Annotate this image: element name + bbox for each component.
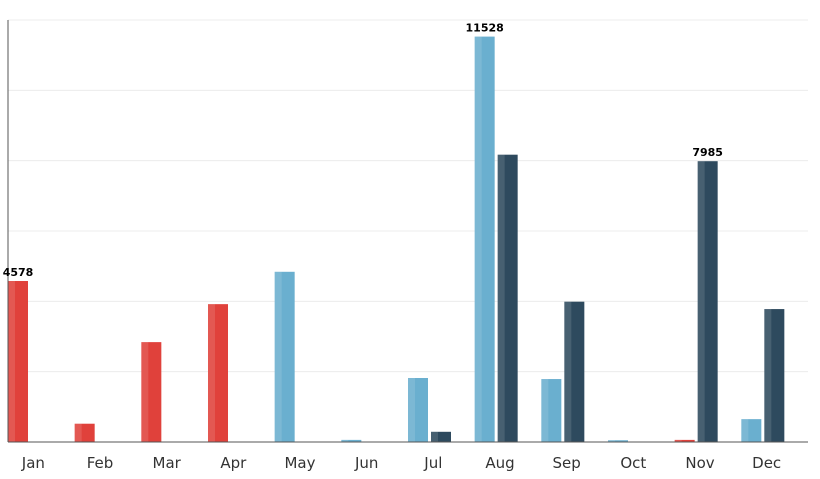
bar-body <box>408 377 428 442</box>
x-tick-label: Jan <box>21 454 45 472</box>
x-tick-label: Feb <box>87 454 114 472</box>
bar <box>208 304 228 442</box>
bar-highlight <box>408 377 415 442</box>
data-label: 7985 <box>692 146 723 159</box>
x-tick-label: Oct <box>620 454 646 472</box>
axes <box>7 20 808 443</box>
bar <box>8 281 28 442</box>
bar <box>431 431 451 442</box>
bar <box>408 377 428 442</box>
bar-highlight <box>764 309 772 442</box>
bar-body <box>74 423 95 442</box>
bar-body <box>274 271 295 442</box>
bar-highlight <box>697 161 705 443</box>
bar-highlight <box>208 304 215 442</box>
x-tick-label: Jul <box>423 454 442 472</box>
x-tick-label: Sep <box>553 454 581 472</box>
bar-body <box>208 304 228 442</box>
bar-highlight <box>474 36 482 443</box>
x-tick-label: May <box>284 454 315 472</box>
bar <box>741 419 762 442</box>
x-tick-label: Mar <box>153 454 182 472</box>
data-label: 4578 <box>3 266 34 279</box>
x-tick-label: Dec <box>752 454 781 472</box>
x-tick-labels: Jan Feb Mar Apr May Jun Jul Aug Sep Oct Nov Dec <box>21 454 781 472</box>
bar <box>674 439 695 442</box>
x-tick-label: Apr <box>220 454 247 472</box>
bars <box>8 36 785 443</box>
bar <box>274 271 295 442</box>
bar-highlight <box>8 281 15 442</box>
bar <box>697 161 718 443</box>
bar <box>141 342 162 442</box>
bar-body <box>608 440 628 442</box>
bar-body <box>141 342 162 442</box>
bar-highlight <box>564 301 572 442</box>
bar-body <box>564 301 585 442</box>
bar-highlight <box>674 439 682 442</box>
bar-body <box>674 439 695 442</box>
bar-body <box>341 439 362 442</box>
bar <box>764 309 785 442</box>
bar-highlight <box>274 271 282 442</box>
bar-body <box>474 36 495 443</box>
bar <box>564 301 585 442</box>
bar-highlight <box>341 439 349 442</box>
x-tick-label: Jun <box>354 454 378 472</box>
bar <box>474 36 495 443</box>
x-tick-label: Aug <box>485 454 514 472</box>
bar-body <box>697 161 718 443</box>
bar-highlight <box>431 431 438 442</box>
bar-highlight <box>541 379 549 442</box>
bar-highlight <box>741 419 749 442</box>
bar <box>608 440 628 442</box>
bar-highlight <box>74 423 82 442</box>
x-tick-label: Nov <box>685 454 714 472</box>
data-label: 11528 <box>466 22 504 35</box>
bar-body <box>741 419 762 442</box>
bar-highlight <box>141 342 149 442</box>
bar <box>497 154 518 442</box>
bar-highlight <box>608 440 615 442</box>
data-labels: 4578 11528 7985 <box>3 22 723 279</box>
bar <box>541 379 562 442</box>
bar-body <box>431 431 451 442</box>
bar-body <box>497 154 518 442</box>
bar-body <box>764 309 785 442</box>
gridlines <box>8 19 808 373</box>
bar-body <box>541 379 562 442</box>
bar <box>74 423 95 442</box>
bar-body <box>8 281 28 442</box>
bar <box>341 439 362 442</box>
bar-highlight <box>497 154 505 442</box>
